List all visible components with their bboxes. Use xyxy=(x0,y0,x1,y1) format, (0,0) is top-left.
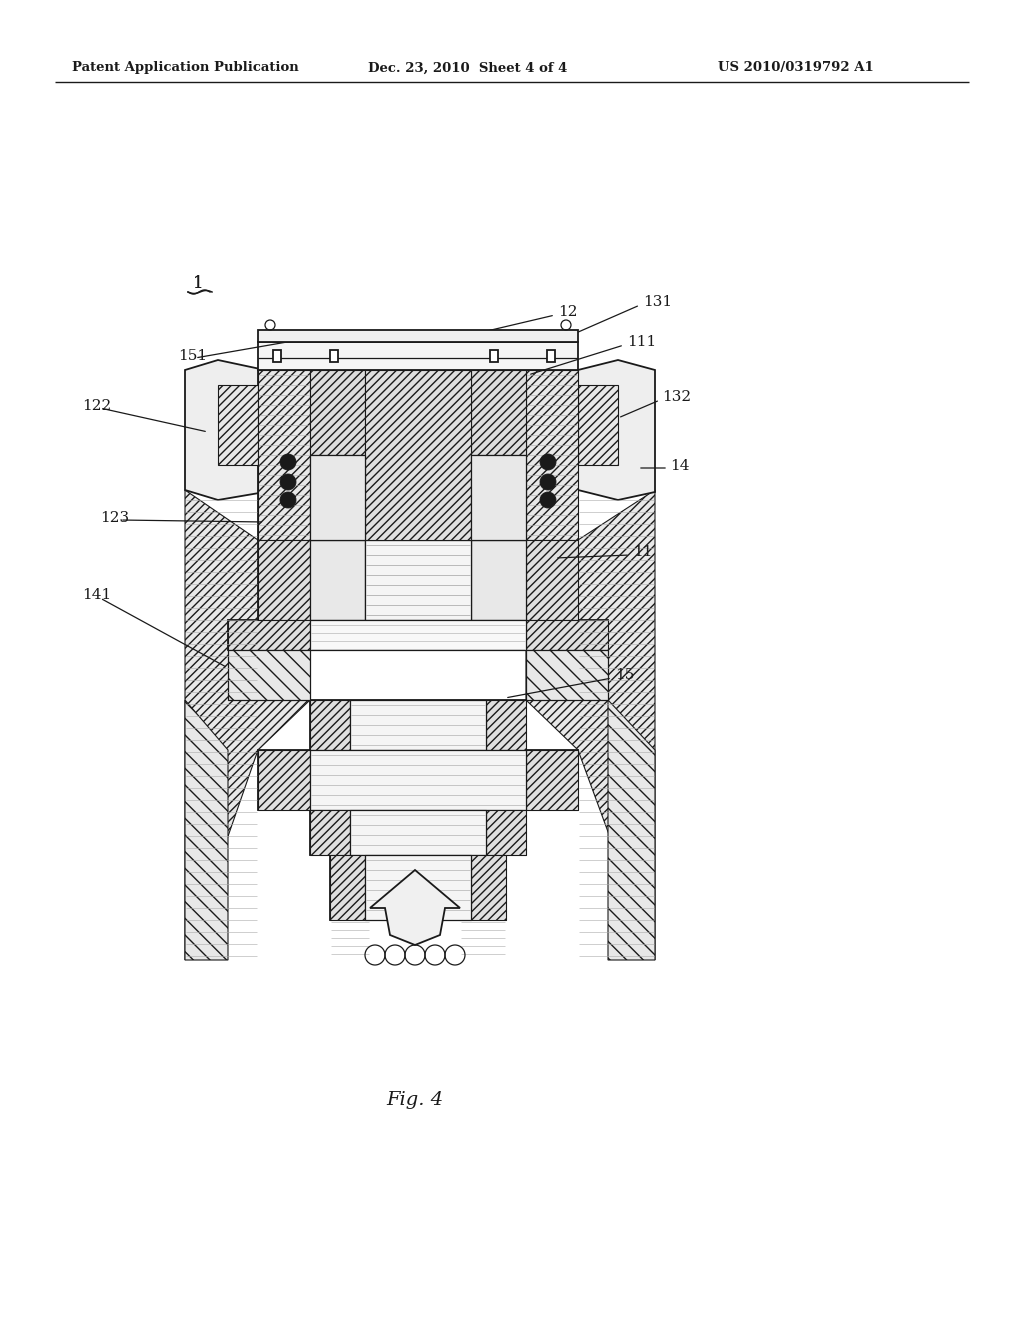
Bar xyxy=(273,350,281,362)
Bar xyxy=(350,810,486,855)
Bar xyxy=(350,700,486,750)
Circle shape xyxy=(280,492,296,508)
Circle shape xyxy=(280,474,296,490)
Bar xyxy=(310,810,526,855)
Bar xyxy=(310,540,365,620)
Bar xyxy=(228,620,310,649)
Text: Dec. 23, 2010  Sheet 4 of 4: Dec. 23, 2010 Sheet 4 of 4 xyxy=(368,62,567,74)
Bar xyxy=(258,370,578,540)
Text: Patent Application Publication: Patent Application Publication xyxy=(72,62,299,74)
Bar xyxy=(365,540,471,620)
Bar xyxy=(471,370,526,455)
Text: 123: 123 xyxy=(100,511,129,525)
Bar xyxy=(310,620,526,649)
Polygon shape xyxy=(608,700,655,960)
Polygon shape xyxy=(185,360,265,500)
Bar xyxy=(228,620,608,649)
Circle shape xyxy=(540,474,556,490)
Circle shape xyxy=(540,454,556,470)
Bar xyxy=(486,700,526,750)
Text: US 2010/0319792 A1: US 2010/0319792 A1 xyxy=(718,62,873,74)
Text: 1: 1 xyxy=(193,275,204,292)
Bar xyxy=(330,350,338,362)
Bar xyxy=(258,750,578,810)
Bar xyxy=(330,855,365,920)
Bar xyxy=(471,455,526,540)
Bar xyxy=(526,750,578,810)
Text: 14: 14 xyxy=(670,459,689,473)
Text: 1: 1 xyxy=(193,275,204,292)
Bar xyxy=(547,350,555,362)
Polygon shape xyxy=(526,490,655,960)
Bar xyxy=(526,370,578,540)
Polygon shape xyxy=(370,870,460,945)
Bar xyxy=(365,370,471,540)
Bar xyxy=(330,855,506,920)
Bar xyxy=(258,330,578,342)
Text: 151: 151 xyxy=(178,348,207,363)
Polygon shape xyxy=(185,700,228,960)
Text: 132: 132 xyxy=(662,389,691,404)
Bar xyxy=(258,540,310,620)
Text: 122: 122 xyxy=(82,399,112,413)
Polygon shape xyxy=(578,360,655,500)
Circle shape xyxy=(540,492,556,508)
Bar xyxy=(258,750,310,810)
Bar xyxy=(258,370,310,540)
Bar xyxy=(310,455,365,540)
Text: Fig. 4: Fig. 4 xyxy=(386,1092,443,1109)
Polygon shape xyxy=(185,490,310,960)
Bar xyxy=(258,342,578,370)
Bar xyxy=(526,620,608,649)
Bar xyxy=(365,855,471,920)
Circle shape xyxy=(280,454,296,470)
Text: 111: 111 xyxy=(627,335,656,348)
Text: 15: 15 xyxy=(615,668,635,682)
Text: 131: 131 xyxy=(643,294,672,309)
Bar xyxy=(490,350,498,362)
Bar xyxy=(526,540,578,620)
Bar xyxy=(258,540,578,620)
Bar xyxy=(526,649,608,700)
Text: 12: 12 xyxy=(558,305,578,319)
Bar xyxy=(486,810,526,855)
Bar xyxy=(310,700,526,750)
Bar xyxy=(228,649,310,700)
Bar xyxy=(310,810,350,855)
Bar xyxy=(471,540,526,620)
Bar xyxy=(310,750,526,810)
Text: 141: 141 xyxy=(82,587,112,602)
Text: 11: 11 xyxy=(633,545,652,558)
Bar xyxy=(471,855,506,920)
Bar xyxy=(310,700,350,750)
Polygon shape xyxy=(578,385,618,465)
Bar xyxy=(310,370,365,455)
Polygon shape xyxy=(218,385,258,465)
